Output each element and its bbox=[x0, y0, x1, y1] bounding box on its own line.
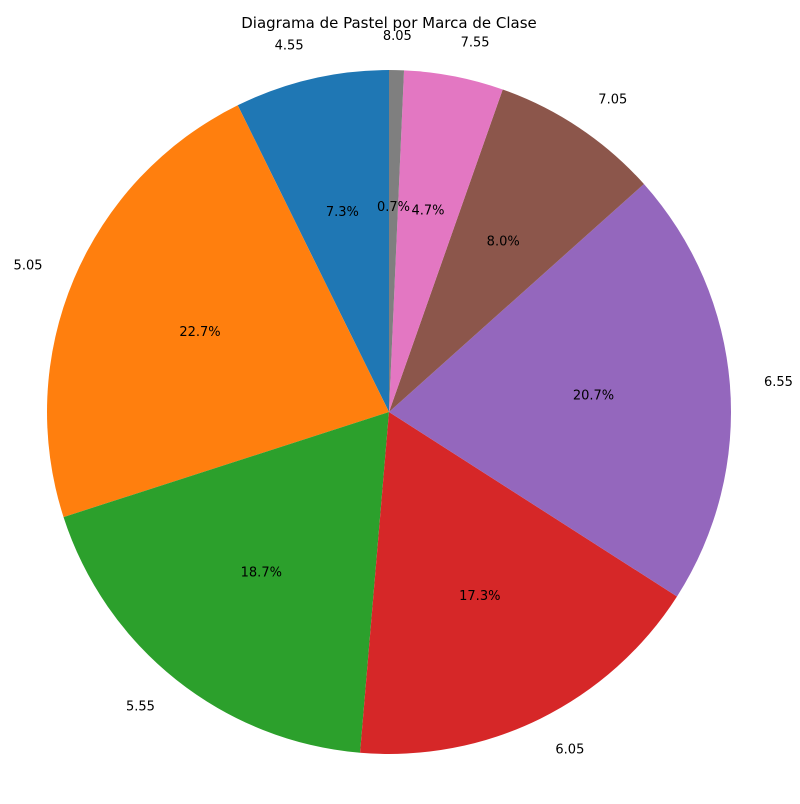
slice-category-label: 4.55 bbox=[275, 39, 304, 54]
pie-slice-8-05 bbox=[389, 70, 405, 412]
chart-title: Diagrama de Pastel por Marca de Clase bbox=[241, 14, 537, 32]
pie-slice-4-55 bbox=[237, 70, 389, 412]
slice-percent-label: 22.7% bbox=[179, 325, 220, 340]
slice-percent-label: 18.7% bbox=[241, 566, 282, 581]
slice-percent-label: 7.3% bbox=[326, 205, 359, 220]
slice-percent-label: 17.3% bbox=[459, 589, 500, 604]
pie-slice-7-05 bbox=[389, 89, 644, 413]
pie-slice-5-55 bbox=[63, 412, 389, 753]
slice-category-label: 5.55 bbox=[126, 700, 155, 715]
slice-percent-label: 4.7% bbox=[411, 204, 444, 219]
slice-category-label: 8.05 bbox=[383, 29, 412, 44]
pie-slices bbox=[47, 70, 732, 754]
slice-category-label: 5.05 bbox=[14, 258, 43, 273]
slice-percent-label: 0.7% bbox=[377, 200, 410, 215]
slice-category-label: 7.55 bbox=[461, 36, 490, 51]
pie-slice-7-55 bbox=[389, 70, 503, 412]
pie-slice-5-05 bbox=[47, 105, 389, 518]
slice-category-label: 6.55 bbox=[764, 375, 793, 390]
slice-category-label: 7.05 bbox=[598, 92, 627, 107]
pie-slice-6-55 bbox=[389, 184, 732, 597]
pie-slice-6-05 bbox=[360, 412, 677, 754]
pie-labels: 4.55 7.3% 5.05 22.7% 5.55 18.7% 6.05 17.3% 6.55 2… bbox=[14, 29, 793, 758]
slice-percent-label: 20.7% bbox=[573, 389, 614, 404]
slice-percent-label: 8.0% bbox=[487, 235, 520, 250]
slice-category-label: 6.05 bbox=[555, 742, 584, 757]
